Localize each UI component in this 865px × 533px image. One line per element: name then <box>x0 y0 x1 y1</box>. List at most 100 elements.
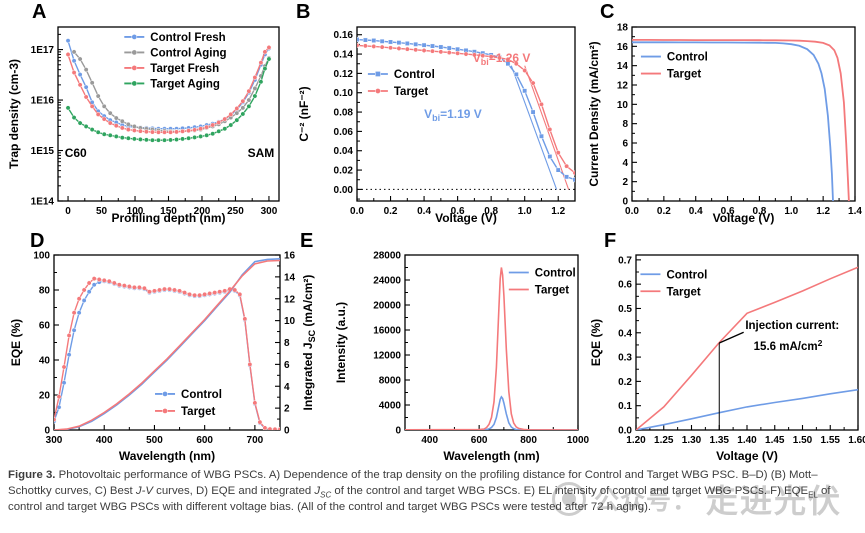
svg-text:20: 20 <box>39 391 51 402</box>
series-target-eqe <box>54 277 280 430</box>
svg-text:700: 700 <box>247 435 264 446</box>
panel-letter-D: D <box>30 230 45 252</box>
svg-text:1E15: 1E15 <box>31 146 55 157</box>
svg-text:0.16: 0.16 <box>334 30 354 41</box>
annotation: C60 <box>65 146 87 160</box>
svg-text:Voltage (V): Voltage (V) <box>716 449 778 463</box>
svg-text:16: 16 <box>284 251 296 262</box>
annotation: Vbi=1.19 V <box>424 107 482 123</box>
chart-container-E: 400 600 800 1000 0 4000 8000 12000 16000 20000 240… <box>294 230 590 466</box>
svg-text:0: 0 <box>284 426 290 437</box>
panel-F: F 1.20 1.25 1.30 1.35 1.40 1.45 1.50 1.55 1.60 0.… <box>586 230 865 466</box>
chart-F: 1.20 1.25 1.30 1.35 1.40 1.45 1.50 1.55 1.60 0.0 0… <box>589 254 865 463</box>
svg-text:0.6: 0.6 <box>451 206 465 217</box>
svg-text:4: 4 <box>622 158 628 169</box>
chart-C: 0.0 0.2 0.4 0.6 0.8 1.0 1.2 1.4 0 2 4 6 8 10 12 14 16 18 V… <box>587 23 862 226</box>
legend-label: Target <box>535 285 569 297</box>
series-target <box>632 39 850 201</box>
svg-text:16: 16 <box>617 42 629 53</box>
svg-text:1.0: 1.0 <box>784 206 798 217</box>
svg-text:14: 14 <box>617 61 629 72</box>
svg-text:0.02: 0.02 <box>334 166 354 177</box>
svg-text:0.6: 0.6 <box>618 280 632 291</box>
svg-text:2: 2 <box>284 404 290 415</box>
annotation: SAM <box>248 146 275 160</box>
svg-text:8000: 8000 <box>379 376 402 387</box>
svg-text:0: 0 <box>65 206 71 217</box>
svg-text:100: 100 <box>33 251 50 262</box>
svg-text:10: 10 <box>617 100 629 111</box>
svg-text:Voltage (V): Voltage (V) <box>713 211 775 225</box>
svg-text:150: 150 <box>160 206 177 217</box>
svg-text:EQE (%): EQE (%) <box>9 319 23 366</box>
svg-text:0.0: 0.0 <box>350 206 364 217</box>
svg-text:80: 80 <box>39 286 51 297</box>
svg-text:0: 0 <box>622 197 628 208</box>
annotation: Vbi=1.26 V <box>473 51 531 67</box>
svg-text:10: 10 <box>284 316 296 327</box>
svg-text:4000: 4000 <box>379 401 402 412</box>
svg-text:600: 600 <box>471 435 488 446</box>
svg-text:0.04: 0.04 <box>334 146 354 157</box>
svg-text:100: 100 <box>127 206 144 217</box>
svg-text:Wavelength (nm): Wavelength (nm) <box>119 449 215 463</box>
panel-A: A 0 50 100 150 200 250 300 1E14 1E15 1E16 1E17 Prof… <box>6 2 288 228</box>
svg-text:400: 400 <box>421 435 438 446</box>
chart-A: 0 50 100 150 200 250 300 1E14 1E15 1E16 1E17 Profil… <box>7 26 280 225</box>
svg-text:1.30: 1.30 <box>682 435 702 446</box>
svg-text:0.12: 0.12 <box>334 69 354 80</box>
svg-text:12: 12 <box>284 294 296 305</box>
svg-text:8: 8 <box>622 119 628 130</box>
svg-text:C⁻² (nF⁻²): C⁻² (nF⁻²) <box>297 86 311 141</box>
series-target-integrated-jsc <box>54 259 280 430</box>
svg-text:250: 250 <box>227 206 244 217</box>
legend-label: Control Fresh <box>150 32 225 44</box>
svg-text:1.2: 1.2 <box>551 206 565 217</box>
svg-text:28000: 28000 <box>373 251 401 262</box>
chart-E: 400 600 800 1000 0 4000 8000 12000 16000 20000 240… <box>334 251 590 464</box>
svg-text:800: 800 <box>520 435 537 446</box>
panel-letter-F: F <box>604 230 617 252</box>
panel-letter-B: B <box>296 1 311 23</box>
svg-text:500: 500 <box>146 435 163 446</box>
watermark-logo-icon <box>552 482 586 516</box>
series-control <box>632 41 834 201</box>
svg-text:0: 0 <box>395 426 401 437</box>
svg-text:1.60: 1.60 <box>848 435 865 446</box>
svg-text:0.10: 0.10 <box>334 88 354 99</box>
svg-text:4: 4 <box>284 382 290 393</box>
svg-text:0.8: 0.8 <box>484 206 498 217</box>
svg-text:Voltage (V): Voltage (V) <box>435 211 497 225</box>
svg-text:6: 6 <box>622 139 628 150</box>
svg-text:0.2: 0.2 <box>384 206 398 217</box>
svg-text:50: 50 <box>96 206 108 217</box>
svg-text:Trap density (cm-3): Trap density (cm-3) <box>7 59 21 169</box>
legend-label: Target <box>666 286 700 298</box>
chart-container-A: 0 50 100 150 200 250 300 1E14 1E15 1E16 1E17 Profil… <box>6 2 288 228</box>
legend-label: Control <box>535 268 576 280</box>
svg-text:1E16: 1E16 <box>31 96 55 107</box>
chart-container-B: 0.0 0.2 0.4 0.6 0.8 1.0 1.2 0.00 0.02 0.04 0.06 0.0… <box>294 2 580 228</box>
legend-label: Target Fresh <box>150 63 219 75</box>
svg-text:0.4: 0.4 <box>417 206 431 217</box>
legend-label: Control <box>394 69 435 81</box>
svg-text:18: 18 <box>617 23 629 34</box>
series-control-fit <box>510 65 558 190</box>
svg-text:1E17: 1E17 <box>31 45 55 56</box>
svg-text:300: 300 <box>261 206 278 217</box>
svg-text:1.2: 1.2 <box>816 206 830 217</box>
svg-text:Intensity (a.u.): Intensity (a.u.) <box>334 302 348 383</box>
svg-text:12: 12 <box>617 81 629 92</box>
panel-E: E 400 600 800 1000 0 4000 8000 12000 16000 20000 2… <box>294 230 590 466</box>
svg-text:0.00: 0.00 <box>334 185 354 196</box>
annotation: Injection current: <box>745 320 839 332</box>
svg-text:Profiling depth (nm): Profiling depth (nm) <box>112 211 226 225</box>
svg-text:Current Density (mA/cm²): Current Density (mA/cm²) <box>587 41 601 186</box>
svg-text:0.08: 0.08 <box>334 108 354 119</box>
svg-text:1E14: 1E14 <box>31 197 55 208</box>
annotation: 15.6 mA/cm2 <box>754 338 823 353</box>
svg-text:14: 14 <box>284 272 296 283</box>
legend-label: Target <box>667 69 701 81</box>
svg-text:0.0: 0.0 <box>618 426 632 437</box>
chart-D: 300 400 500 600 700 0 20 40 60 80 100 0 2 4 6 8 10 12 14 16… <box>9 251 317 464</box>
